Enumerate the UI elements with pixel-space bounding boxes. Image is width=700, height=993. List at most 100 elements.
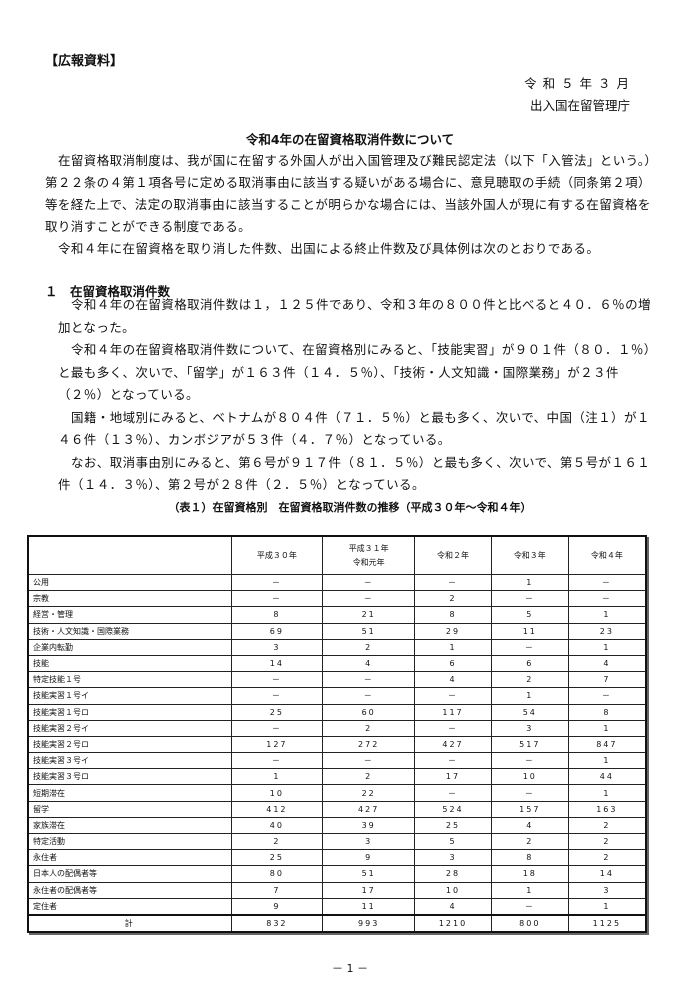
section-paragraph: なお、取消事由別にみると、第６号が９１７件（８１．５％）と最も多く、次いで、第５… [58,454,651,493]
table-row: 宗教－－ 2 －－ [27,590,647,608]
cell-value: － [490,784,569,802]
cell-value: 1 [490,573,569,592]
cell-value: － [490,752,569,770]
row-label: 技能実習１号イ [27,687,232,705]
table-row: 短期滞在 10 22 －－ 1 [27,784,647,802]
column-header: 令和３年 [490,535,569,575]
cell-value: 10 [490,768,569,786]
cell-value: 29 [414,622,492,640]
cell-value: 11 [322,897,416,916]
section-body: 令和４年の在留資格取消件数は１，１２５件であり、令和３年の８００件と比べると４０… [45,294,655,497]
cell-value: 21 [322,606,416,624]
cell-value: 2 [567,832,647,851]
row-label: 宗教 [27,590,232,608]
cell-value: 25 [230,703,324,721]
cell-value: 2 [567,849,647,867]
cell-value: 2 [230,832,324,851]
table-row: 技能実習３号イ－－－－ 1 [27,752,647,770]
cell-value: 10 [414,881,492,899]
cell-value: － [567,590,647,608]
cell-value: － [322,752,416,770]
cell-value: 427 [414,735,492,754]
cell-value: 80 [230,865,324,883]
cell-value: 5 [414,832,492,851]
cell-value: 22 [322,784,416,802]
cell-value: 8 [230,606,324,624]
header-blank [27,535,232,575]
cell-value: 39 [322,816,416,835]
table-row: 永住者 25 9 3 8 2 [27,849,647,867]
cell-value: 1 [414,638,492,656]
cell-value: 5 [490,606,569,624]
intro-paragraph: 令和４年に在留資格を取り消した件数、出国による終止件数及び具体例は次のとおりであ… [58,241,600,256]
column-header: 平成３０年 [230,535,324,575]
cell-value: 800 [490,913,569,933]
cell-value: 4 [490,816,569,835]
table-row: 技能実習３号ロ 1 2 17 10 44 [27,768,647,786]
cell-value: － [230,719,324,737]
table-row: 技能実習１号ロ 25 60 117 54 8 [27,703,647,721]
row-label: 公用 [27,573,232,592]
cell-value: 157 [490,800,569,818]
cell-value: 1125 [567,913,647,933]
row-label: 技能実習２号イ [27,719,232,737]
cell-value: 1 [490,687,569,705]
cell-value: 1 [567,638,647,656]
intro-section: 在留資格取消制度は、我が国に在留する外国人が出入国管理及び難民認定法（以下「入管… [45,150,655,260]
cell-value: 412 [230,800,324,818]
cell-value: － [322,671,416,689]
cell-value: 51 [322,865,416,883]
cell-value: － [490,897,569,916]
cell-value: － [490,638,569,656]
cell-value: 427 [322,800,416,818]
cell-value: － [567,573,647,592]
cell-value: 8 [414,606,492,624]
cell-value: 28 [414,865,492,883]
cell-value: 1 [230,768,324,786]
cell-value: 9 [230,897,324,916]
cell-value: － [490,590,569,608]
page-number: － 1 － [332,962,368,975]
cell-value: 40 [230,816,324,835]
cell-value: 272 [322,735,416,754]
table-row: 経営・管理 8 21 8 5 1 [27,606,647,624]
table-caption: （表１）在留資格別 在留資格取消件数の推移（平成３０年～令和４年） [168,501,532,514]
cell-value: － [414,573,492,592]
cell-value: 11 [490,622,569,640]
cell-value: － [567,687,647,705]
table-row: 永住者の配偶者等 7 17 10 1 3 [27,881,647,899]
cell-value: 1 [490,881,569,899]
cell-value: 69 [230,622,324,640]
cell-value: 14 [567,865,647,883]
cell-value: 17 [414,768,492,786]
revocation-table: 平成３０年 平成３１年 令和元年 令和２年 令和３年 令和４年 公用－－－ 1 －宗… [27,535,647,934]
cell-value: 4 [322,654,416,673]
table-total-row: 計 832 993 1210 800 1125 [27,913,647,933]
cell-value: 8 [567,703,647,721]
agency-name: 出入国在留管理庁 [529,98,630,113]
cell-value: 3 [490,719,569,737]
cell-value: 847 [567,735,647,754]
cell-value: － [414,719,492,737]
table-row: 技能実習１号イ－－－ 1 － [27,687,647,705]
section-paragraph: 国籍・地域別にみると、ベトナムが８０４件（７１．５％）と最も多く、次いで、中国（… [58,409,650,448]
cell-value: 3 [230,638,324,656]
row-label: 特定技能１号 [27,671,232,689]
cell-value: － [414,784,492,802]
table-row: 日本人の配偶者等 80 51 28 18 14 [27,865,647,883]
cell-value: 1210 [414,913,492,933]
cell-value: 2 [414,590,492,608]
issue-date: 令 和 ５ 年 ３ 月 [524,76,630,91]
table-row: 技術・人文知識・国際業務 69 51 29 11 23 [27,622,647,640]
cell-value: 4 [414,671,492,689]
section-heading: １ 在留資格取消件数 [45,284,171,299]
row-label: 永住者 [27,849,232,867]
cell-value: 25 [414,816,492,835]
row-label: 技能実習１号ロ [27,703,232,721]
table-row: 公用－－－ 1 － [27,573,647,592]
table-row: 技能 14 4 6 6 4 [27,654,647,673]
cell-value: 832 [230,913,324,933]
document-title: 令和4年の在留資格取消件数について [245,132,455,147]
row-label: 技能実習２号ロ [27,735,232,754]
